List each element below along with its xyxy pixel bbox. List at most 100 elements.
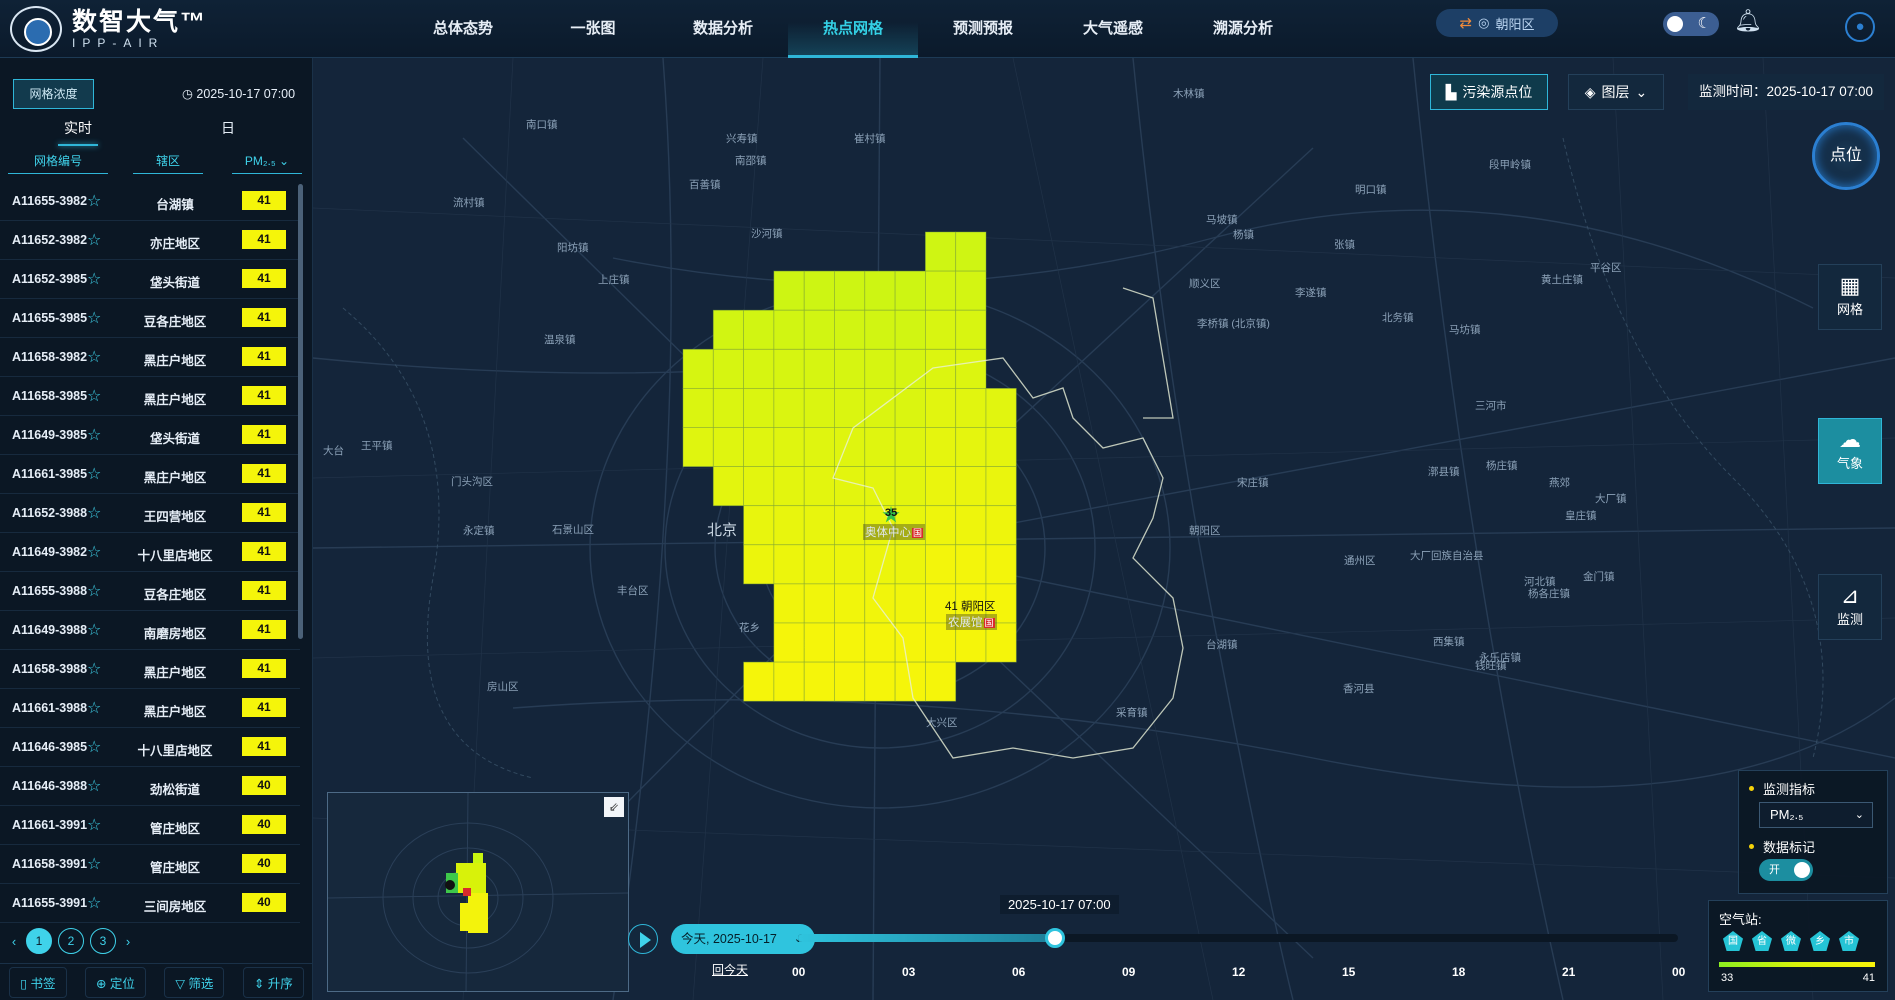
star-icon[interactable]: ☆ bbox=[87, 778, 102, 795]
grid-cell[interactable] bbox=[834, 544, 866, 585]
table-row[interactable]: A11655-3985 ☆ 豆各庄地区 41 bbox=[0, 299, 300, 338]
grid-cell[interactable] bbox=[925, 466, 957, 507]
grid-cell[interactable] bbox=[834, 466, 866, 507]
poi-nongzhan[interactable]: 农展馆国 bbox=[946, 614, 997, 630]
grid-cell[interactable] bbox=[773, 309, 805, 350]
grid-cell[interactable] bbox=[834, 427, 866, 467]
table-row[interactable]: A11649-3985 ☆ 垡头街道 41 bbox=[0, 416, 300, 455]
grid-cell[interactable] bbox=[773, 544, 805, 585]
grid-cell[interactable] bbox=[803, 505, 835, 546]
star-icon[interactable]: ☆ bbox=[87, 193, 102, 210]
star-icon[interactable]: ☆ bbox=[87, 739, 102, 756]
grid-cell[interactable] bbox=[682, 348, 714, 389]
grid-cell[interactable] bbox=[985, 427, 1017, 467]
grid-cell[interactable] bbox=[803, 661, 835, 702]
grid-cell[interactable] bbox=[864, 348, 896, 389]
grid-cell[interactable] bbox=[925, 231, 957, 272]
star-icon[interactable]: ☆ bbox=[87, 388, 102, 405]
table-row[interactable]: A11658-3991 ☆ 管庄地区 40 bbox=[0, 845, 300, 884]
grid-cell[interactable] bbox=[955, 505, 987, 546]
star-icon[interactable]: ☆ bbox=[87, 505, 102, 522]
table-row[interactable]: A11646-3988 ☆ 劲松街道 40 bbox=[0, 767, 300, 806]
grid-cell[interactable] bbox=[864, 427, 896, 467]
star-icon[interactable]: ☆ bbox=[87, 622, 102, 639]
filter-button[interactable]: ▽ 筛选 bbox=[164, 966, 225, 998]
table-row[interactable]: A11661-3988 ☆ 黑庄户地区 41 bbox=[0, 689, 300, 728]
grid-cell[interactable] bbox=[803, 309, 835, 350]
grid-cell[interactable] bbox=[925, 427, 957, 467]
data-mark-toggle[interactable]: 开 bbox=[1759, 859, 1813, 881]
grid-cell[interactable] bbox=[773, 270, 805, 311]
grid-cell[interactable] bbox=[834, 622, 866, 663]
collapse-minimap-icon[interactable]: ⇙ bbox=[604, 797, 624, 817]
grid-cell[interactable] bbox=[743, 661, 775, 702]
grid-cell[interactable] bbox=[803, 270, 835, 311]
next-page-icon[interactable]: › bbox=[125, 933, 131, 949]
grid-cell[interactable] bbox=[743, 387, 775, 428]
grid-cell[interactable] bbox=[712, 348, 744, 389]
play-button[interactable] bbox=[628, 924, 658, 954]
star-icon[interactable]: ☆ bbox=[87, 271, 102, 288]
grid-cell[interactable] bbox=[955, 231, 987, 272]
star-icon[interactable]: ☆ bbox=[87, 544, 102, 561]
metric-select[interactable]: PM₂.₅ ⌄ bbox=[1759, 802, 1873, 828]
grid-cell[interactable] bbox=[682, 387, 714, 428]
grid-cell[interactable] bbox=[743, 544, 775, 585]
table-row[interactable]: A11652-3985 ☆ 垡头街道 41 bbox=[0, 260, 300, 299]
grid-cell[interactable] bbox=[985, 622, 1017, 663]
grid-cell[interactable] bbox=[955, 622, 987, 663]
star-icon[interactable]: ☆ bbox=[87, 895, 102, 912]
prev-page-icon[interactable]: ‹ bbox=[11, 933, 17, 949]
grid-cell[interactable] bbox=[925, 505, 957, 546]
table-row[interactable]: A11649-3982 ☆ 十八里店地区 41 bbox=[0, 533, 300, 572]
grid-cell[interactable] bbox=[894, 387, 926, 428]
grid-cell[interactable] bbox=[743, 427, 775, 467]
grid-cell[interactable] bbox=[773, 661, 805, 702]
station-type-icon[interactable]: 省 bbox=[1752, 931, 1772, 951]
table-row[interactable]: A11658-3982 ☆ 黑庄户地区 41 bbox=[0, 338, 300, 377]
grid-cell[interactable] bbox=[925, 270, 957, 311]
grid-cell[interactable] bbox=[773, 387, 805, 428]
column-code[interactable]: 网格编号 bbox=[8, 150, 108, 174]
grid-cell[interactable] bbox=[712, 466, 744, 507]
grid-cell[interactable] bbox=[712, 387, 744, 428]
grid-cell[interactable] bbox=[985, 583, 1017, 624]
grid-cell[interactable] bbox=[925, 661, 957, 702]
table-row[interactable]: A11661-3985 ☆ 黑庄户地区 41 bbox=[0, 455, 300, 494]
grid-cell[interactable] bbox=[803, 427, 835, 467]
column-metric[interactable]: PM₂.₅ ⌄ bbox=[232, 150, 302, 174]
grid-cell[interactable] bbox=[682, 427, 714, 467]
poi-olympic[interactable]: 奥体中心国 bbox=[863, 524, 926, 540]
grid-cell[interactable] bbox=[773, 466, 805, 507]
poi-chaoyang[interactable]: 41 朝阳区 bbox=[943, 598, 998, 614]
grid-cell[interactable] bbox=[834, 661, 866, 702]
table-row[interactable]: A11655-3982 ☆ 台湖镇 41 bbox=[0, 182, 300, 221]
grid-cell[interactable] bbox=[712, 309, 744, 350]
bookmark-button[interactable]: ▯ 书签 bbox=[9, 966, 67, 998]
star-icon[interactable]: ☆ bbox=[87, 700, 102, 717]
back-to-today-link[interactable]: 回今天 bbox=[712, 963, 749, 977]
sort-ascending-button[interactable]: ⇕ 升序 bbox=[242, 966, 304, 998]
nav-item-3[interactable]: 热点网格 bbox=[788, 0, 918, 58]
table-row[interactable]: A11658-3985 ☆ 黑庄户地区 41 bbox=[0, 377, 300, 416]
station-type-icon[interactable]: 市 bbox=[1839, 931, 1859, 951]
bell-icon[interactable]: 🔔︎ bbox=[1734, 8, 1762, 33]
table-row[interactable]: A11658-3988 ☆ 黑庄户地区 41 bbox=[0, 650, 300, 689]
grid-cell[interactable] bbox=[894, 622, 926, 663]
table-row[interactable]: A11652-3988 ☆ 王四营地区 41 bbox=[0, 494, 300, 533]
grid-cell[interactable] bbox=[864, 661, 896, 702]
grid-cell[interactable] bbox=[985, 505, 1017, 546]
grid-cell[interactable] bbox=[743, 348, 775, 389]
nav-item-4[interactable]: 预测预报 bbox=[952, 20, 1013, 37]
grid-cell[interactable] bbox=[773, 505, 805, 546]
grid-cell[interactable] bbox=[864, 583, 896, 624]
star-icon[interactable]: ☆ bbox=[87, 427, 102, 444]
overview-minimap[interactable]: ⇙ bbox=[327, 792, 629, 992]
grid-cell[interactable] bbox=[985, 544, 1017, 585]
star-icon[interactable]: ☆ bbox=[87, 583, 102, 600]
grid-cell[interactable] bbox=[925, 348, 957, 389]
page-button[interactable]: 1 bbox=[26, 928, 52, 954]
grid-cell[interactable] bbox=[955, 387, 987, 428]
grid-cell[interactable] bbox=[743, 505, 775, 546]
star-icon[interactable]: ☆ bbox=[87, 466, 102, 483]
